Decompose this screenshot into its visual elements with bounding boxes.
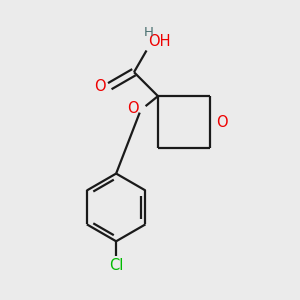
Text: O: O <box>94 79 106 94</box>
Text: Cl: Cl <box>109 258 123 273</box>
Text: O: O <box>216 115 228 130</box>
Text: O: O <box>128 101 139 116</box>
Text: OH: OH <box>148 34 170 49</box>
Text: H: H <box>144 26 154 39</box>
